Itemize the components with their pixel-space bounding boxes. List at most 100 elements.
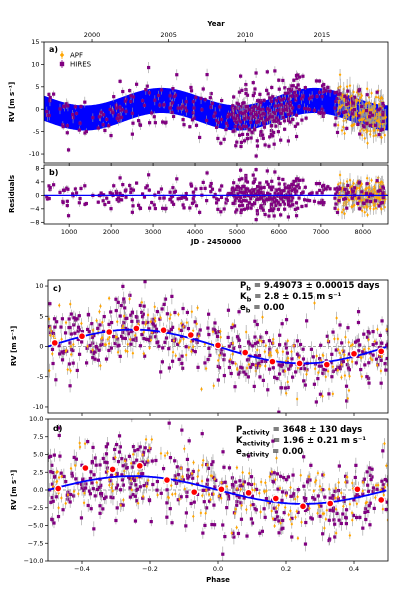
hires-point <box>274 510 279 514</box>
hires-point <box>351 101 355 105</box>
hires-point <box>112 334 116 339</box>
hires-point <box>138 123 143 127</box>
hires-point <box>142 304 146 308</box>
hires-point <box>206 478 210 482</box>
hires-point <box>223 534 227 539</box>
apf-point <box>153 319 157 323</box>
hires-residual <box>237 178 242 182</box>
hires-residual <box>150 200 154 205</box>
hires-point <box>371 330 375 334</box>
hires-point <box>171 338 175 343</box>
hires-point <box>337 111 341 115</box>
hires-point <box>255 322 259 327</box>
hires-point <box>375 90 379 94</box>
hires-residual <box>309 191 313 196</box>
apf-point <box>361 118 364 122</box>
hires-point <box>67 362 71 366</box>
hires-point <box>132 461 136 465</box>
hires-point <box>62 474 66 479</box>
apf-point <box>308 506 311 511</box>
apf-point <box>336 123 340 127</box>
hires-point <box>236 531 241 536</box>
binned-point <box>77 332 86 341</box>
hires-point <box>165 488 169 492</box>
panel-d-ytick-4: 0.0 <box>33 486 43 494</box>
hires-residual <box>233 201 237 205</box>
apf-point <box>57 491 60 495</box>
hires-residual <box>261 206 265 210</box>
hires-residual <box>360 190 364 194</box>
hires-residual <box>218 188 222 192</box>
hires-point <box>268 347 272 351</box>
hires-point <box>116 300 120 304</box>
hires-point <box>302 363 306 367</box>
hires-point <box>373 123 378 127</box>
apf-residual <box>360 182 364 186</box>
hires-point <box>168 456 173 460</box>
hires-point <box>276 130 280 134</box>
hires-residual <box>234 187 239 191</box>
hires-residual <box>279 197 283 201</box>
hires-point <box>239 74 243 78</box>
hires-point <box>130 132 134 136</box>
hires-point <box>84 361 89 365</box>
hires-point <box>66 148 71 152</box>
apf-point <box>142 330 145 335</box>
hires-point <box>277 96 281 100</box>
hires-point <box>99 110 103 114</box>
legend-hires-marker <box>59 61 65 67</box>
hires-residual <box>205 199 209 203</box>
apf-point <box>374 495 377 500</box>
hires-point <box>105 442 110 446</box>
hires-residual <box>261 208 265 212</box>
apf-point <box>141 494 145 499</box>
hires-point <box>232 112 236 116</box>
apf-point <box>290 349 293 354</box>
hires-point <box>158 317 162 321</box>
hires-residual <box>129 190 133 194</box>
panel-d-xtick-2: 0.0 <box>213 565 223 573</box>
apf-point <box>66 367 70 372</box>
hires-residual <box>368 199 373 204</box>
apf-point <box>379 122 382 126</box>
hires-point <box>179 495 183 499</box>
hires-point <box>226 115 230 119</box>
hires-point <box>173 310 177 315</box>
apf-point <box>182 324 185 329</box>
hires-point <box>266 92 270 96</box>
hires-point <box>223 480 227 484</box>
hires-point <box>69 348 74 352</box>
hires-point <box>138 485 142 489</box>
hires-point <box>135 458 139 462</box>
hires-residual <box>249 194 253 199</box>
apf-point <box>231 341 235 346</box>
hires-point <box>235 335 240 339</box>
apf-point <box>179 321 183 326</box>
hires-point <box>155 488 159 492</box>
apf-residual <box>369 190 373 194</box>
hires-point <box>75 368 79 373</box>
hires-point <box>344 516 348 520</box>
hires-point <box>181 366 185 370</box>
hires-point <box>242 496 246 500</box>
apf-point <box>64 320 68 325</box>
hires-residual <box>244 176 248 181</box>
hires-point <box>170 325 175 329</box>
hires-point <box>284 318 289 322</box>
apf-point <box>375 119 379 123</box>
hires-point <box>73 105 78 109</box>
hires-point <box>366 376 371 380</box>
apf-point <box>350 511 354 515</box>
apf-point <box>69 344 73 349</box>
hires-residual <box>254 218 258 222</box>
apf-residual <box>375 196 379 201</box>
apf-point <box>192 514 195 519</box>
hires-point <box>318 514 322 518</box>
hires-point <box>362 125 366 129</box>
hires-point <box>119 488 123 492</box>
hires-point <box>141 496 145 500</box>
hires-point <box>181 105 185 109</box>
hires-point <box>337 518 341 522</box>
panel-c-ylabel: RV [m s⁻¹] <box>10 326 18 366</box>
